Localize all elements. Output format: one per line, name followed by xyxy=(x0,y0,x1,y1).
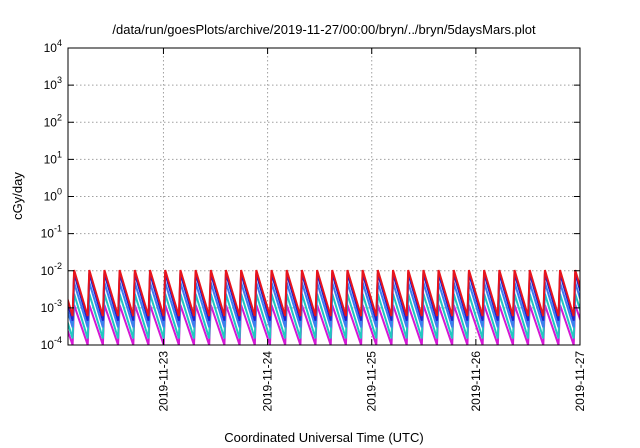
y-tick-base: 10 xyxy=(41,301,55,315)
y-tick-exponent: 4 xyxy=(57,38,62,48)
y-tick-exponent: 1 xyxy=(57,149,62,159)
x-tick-label: 2019-11-25 xyxy=(365,351,379,412)
y-tick-exponent: 2 xyxy=(57,112,62,122)
y-tick-exponent: -2 xyxy=(54,261,62,271)
y-tick-label: 103 xyxy=(44,75,62,92)
x-tick-label: 2019-11-24 xyxy=(261,351,275,412)
y-tick-base: 10 xyxy=(44,190,58,204)
y-tick-base: 10 xyxy=(44,41,58,55)
y-tick-exponent: 0 xyxy=(57,187,62,197)
series-line xyxy=(68,269,580,317)
y-tick-label: 10-1 xyxy=(41,224,62,241)
y-tick-exponent: -3 xyxy=(54,298,62,308)
y-tick-base: 10 xyxy=(44,78,58,92)
y-tick-base: 10 xyxy=(41,264,55,278)
y-axis-label: cGy/day xyxy=(10,172,25,220)
axis-ticks xyxy=(68,47,581,346)
y-tick-label: 102 xyxy=(44,112,62,129)
series-lines xyxy=(68,269,580,345)
y-tick-label: 104 xyxy=(44,38,62,55)
y-tick-exponent: -4 xyxy=(54,335,62,345)
x-tick-label: 2019-11-27 xyxy=(573,351,587,412)
y-tick-exponent: -1 xyxy=(54,224,62,234)
y-tick-exponent: 3 xyxy=(57,75,62,85)
grid-lines xyxy=(68,48,580,345)
y-tick-label: 10-3 xyxy=(41,298,62,315)
y-tick-label: 100 xyxy=(44,187,62,204)
x-axis-label: Coordinated Universal Time (UTC) xyxy=(224,430,423,445)
y-tick-base: 10 xyxy=(44,115,58,129)
x-tick-label: 2019-11-23 xyxy=(156,351,170,412)
chart-title: /data/run/goesPlots/archive/2019-11-27/0… xyxy=(112,22,536,37)
x-tick-labels: 2019-11-23 2019-11-24 2019-11-25 2019-11-26… xyxy=(156,351,587,412)
x-tick-label: 2019-11-26 xyxy=(469,351,483,412)
y-tick-label: 101 xyxy=(44,149,62,166)
y-tick-base: 10 xyxy=(41,338,55,352)
y-tick-label: 10-4 xyxy=(41,335,62,352)
y-tick-base: 10 xyxy=(41,227,55,241)
y-tick-base: 10 xyxy=(44,152,58,166)
y-tick-label: 10-2 xyxy=(41,261,62,278)
